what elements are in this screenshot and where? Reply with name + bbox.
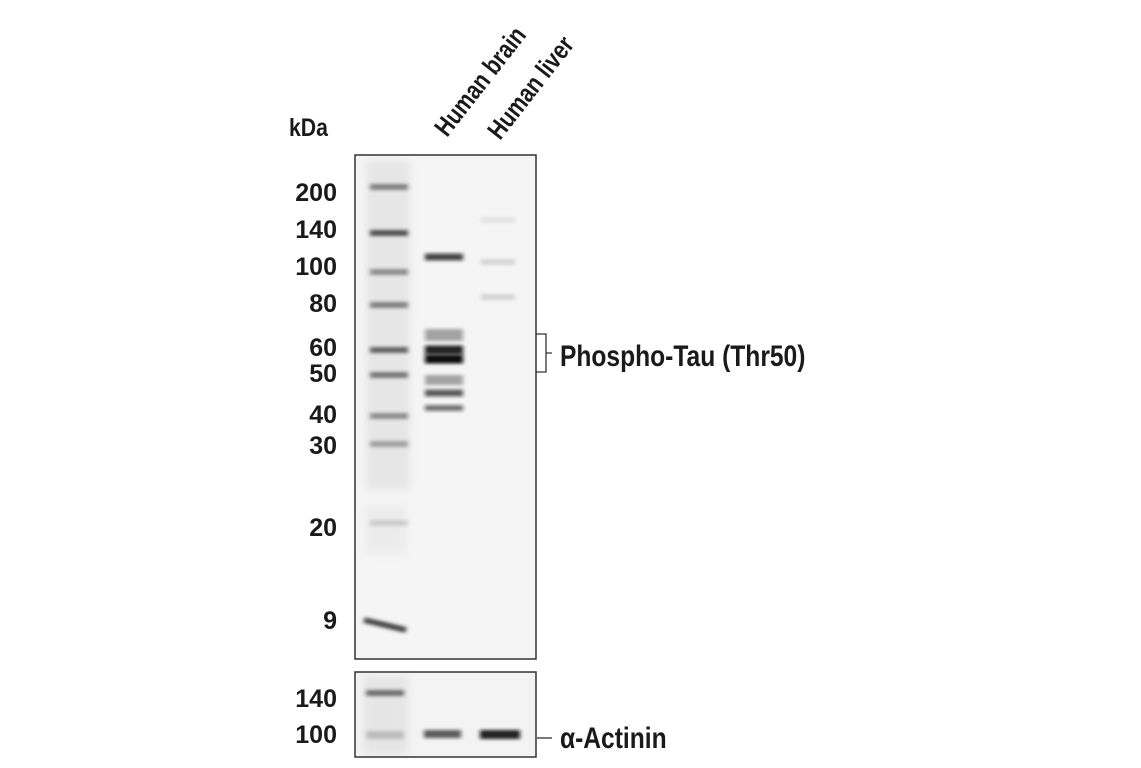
ladder-band	[363, 617, 407, 633]
marker-label: 200	[295, 179, 337, 207]
target-bracket	[536, 333, 552, 373]
marker-label: 50	[309, 360, 337, 388]
main-blot-panel	[354, 154, 537, 660]
sample-band-human-brain	[425, 405, 463, 411]
ladder-band	[370, 302, 408, 308]
marker-label: 100	[295, 721, 337, 749]
ladder-smear	[366, 505, 406, 555]
sample-band-human-brain	[425, 253, 463, 261]
marker-label: 100	[295, 253, 337, 281]
sample-band-human-brain	[425, 345, 463, 355]
sample-band-human-brain	[425, 329, 463, 341]
ladder-band	[366, 731, 404, 739]
ladder-smear	[364, 676, 408, 754]
marker-label: 80	[309, 290, 337, 318]
target-label-alpha-actinin: α-Actinin	[560, 721, 667, 755]
ladder-band	[370, 269, 408, 275]
marker-label: 140	[295, 685, 337, 713]
actinin-band-human-liver	[480, 730, 520, 739]
loading-blot-panel	[354, 671, 537, 758]
ladder-band	[370, 230, 408, 236]
marker-label: 9	[323, 607, 337, 635]
marker-label: 20	[309, 514, 337, 542]
ladder-band	[370, 520, 408, 526]
sample-band-human-brain	[425, 389, 463, 397]
ladder-band	[370, 441, 408, 447]
actinin-band-human-brain	[424, 730, 461, 738]
kda-label: kDa	[289, 113, 329, 141]
ladder-band	[370, 413, 408, 419]
ladder-band	[370, 347, 408, 353]
marker-label: 140	[295, 216, 337, 244]
marker-label: 60	[309, 334, 337, 362]
ladder-band	[366, 690, 404, 696]
ladder-smear	[366, 160, 410, 490]
sample-band-human-liver	[481, 217, 515, 223]
sample-band-human-liver	[481, 259, 515, 265]
ladder-band	[370, 372, 408, 378]
marker-label: 30	[309, 432, 337, 460]
target-label-phospho-tau: Phospho-Tau (Thr50)	[560, 339, 805, 373]
sample-band-human-brain	[425, 354, 463, 364]
sample-band-human-liver	[481, 294, 515, 300]
marker-label: 40	[309, 401, 337, 429]
ladder-band	[370, 184, 408, 190]
sample-band-human-brain	[425, 375, 463, 385]
